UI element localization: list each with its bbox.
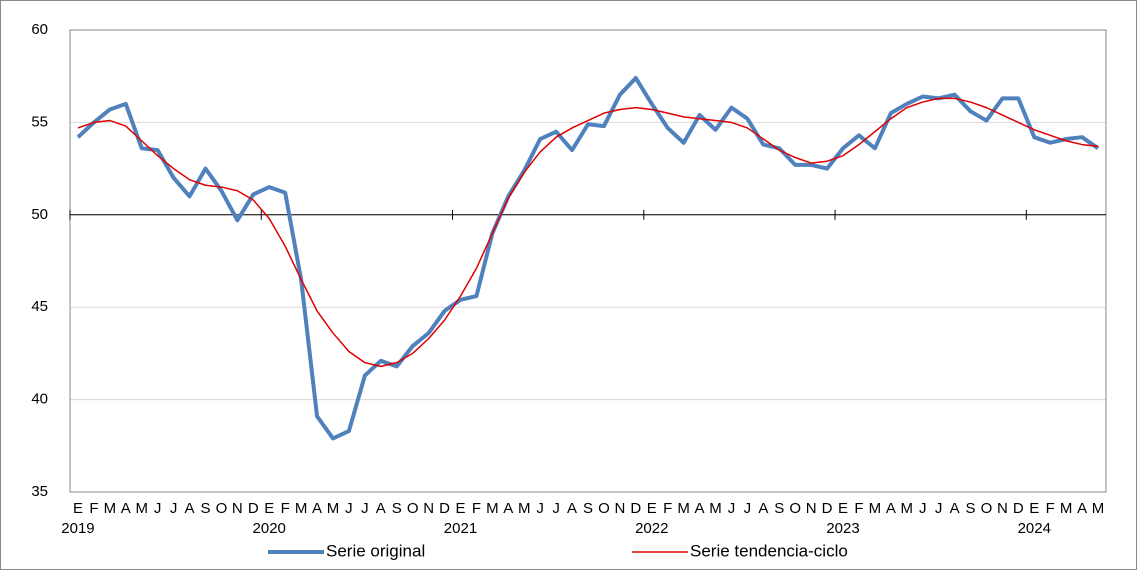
x-tick-label: F <box>1046 500 1055 517</box>
x-tick-label: F <box>854 500 863 517</box>
x-tick-label: A <box>950 500 960 517</box>
x-tick-label: J <box>154 500 162 517</box>
x-tick-label: A <box>1077 500 1087 517</box>
x-tick-label: N <box>806 500 817 517</box>
x-tick-label: J <box>170 500 178 517</box>
x-tick-label: A <box>695 500 705 517</box>
x-tick-label: M <box>135 500 148 517</box>
legend-label: Serie tendencia-ciclo <box>690 541 848 560</box>
x-tick-label: E <box>73 500 83 517</box>
y-tick-label: 60 <box>31 21 48 38</box>
x-tick-label: S <box>200 500 210 517</box>
x-tick-label: J <box>919 500 927 517</box>
y-tick-label: 50 <box>31 206 48 223</box>
x-tick-label: O <box>981 500 993 517</box>
y-tick-label: 55 <box>31 113 48 130</box>
year-label: 2024 <box>1018 520 1051 537</box>
series-line <box>77 97 1099 368</box>
x-tick-label: S <box>966 500 976 517</box>
x-tick-label: S <box>583 500 593 517</box>
year-label: 2022 <box>635 520 668 537</box>
x-tick-label: D <box>630 500 641 517</box>
x-tick-label: N <box>997 500 1008 517</box>
x-tick-label: F <box>663 500 672 517</box>
x-tick-label: A <box>886 500 896 517</box>
x-tick-label: J <box>361 500 369 517</box>
x-tick-label: M <box>518 500 531 517</box>
year-label: 2021 <box>444 520 477 537</box>
x-tick-label: J <box>536 500 544 517</box>
x-tick-label: M <box>677 500 690 517</box>
x-tick-label: O <box>216 500 228 517</box>
x-tick-label: J <box>552 500 560 517</box>
x-tick-label: F <box>472 500 481 517</box>
x-tick-label: A <box>567 500 577 517</box>
x-tick-label: A <box>185 500 195 517</box>
x-tick-label: J <box>935 500 943 517</box>
year-label: 2019 <box>61 520 94 537</box>
x-tick-label: O <box>789 500 801 517</box>
x-tick-label: M <box>869 500 882 517</box>
y-tick-label: 35 <box>31 483 48 500</box>
x-tick-label: A <box>121 500 131 517</box>
x-tick-label: M <box>901 500 914 517</box>
x-tick-label: F <box>281 500 290 517</box>
y-tick-label: 45 <box>31 298 48 315</box>
year-label: 2023 <box>826 520 859 537</box>
x-tick-label: D <box>248 500 259 517</box>
x-tick-label: E <box>647 500 657 517</box>
x-tick-label: O <box>598 500 610 517</box>
x-tick-label: M <box>486 500 499 517</box>
x-tick-label: J <box>345 500 353 517</box>
x-tick-label: J <box>744 500 752 517</box>
legend-label: Serie original <box>326 541 425 560</box>
x-tick-label: A <box>503 500 513 517</box>
x-tick-label: N <box>232 500 243 517</box>
series-line <box>76 76 1100 441</box>
x-tick-label: E <box>838 500 848 517</box>
x-tick-label: S <box>392 500 402 517</box>
x-tick-label: A <box>758 500 768 517</box>
x-tick-label: D <box>439 500 450 517</box>
x-tick-label: E <box>1029 500 1039 517</box>
x-tick-label: J <box>728 500 736 517</box>
x-tick-label: M <box>104 500 117 517</box>
year-label: 2020 <box>253 520 286 537</box>
x-tick-label: F <box>89 500 98 517</box>
x-tick-label: N <box>423 500 434 517</box>
x-tick-label: N <box>614 500 625 517</box>
plot-border <box>69 29 1107 493</box>
x-tick-label: D <box>1013 500 1024 517</box>
x-tick-label: M <box>1092 500 1105 517</box>
x-tick-label: E <box>264 500 274 517</box>
x-tick-label: D <box>822 500 833 517</box>
x-tick-label: M <box>295 500 308 517</box>
x-tick-label: M <box>709 500 722 517</box>
y-tick-label: 40 <box>31 391 48 408</box>
x-tick-label: M <box>1060 500 1073 517</box>
x-tick-label: E <box>455 500 465 517</box>
x-tick-label: O <box>407 500 419 517</box>
x-tick-label: S <box>774 500 784 517</box>
x-tick-label: A <box>376 500 386 517</box>
x-tick-label: M <box>327 500 340 517</box>
x-tick-label: A <box>312 500 322 517</box>
